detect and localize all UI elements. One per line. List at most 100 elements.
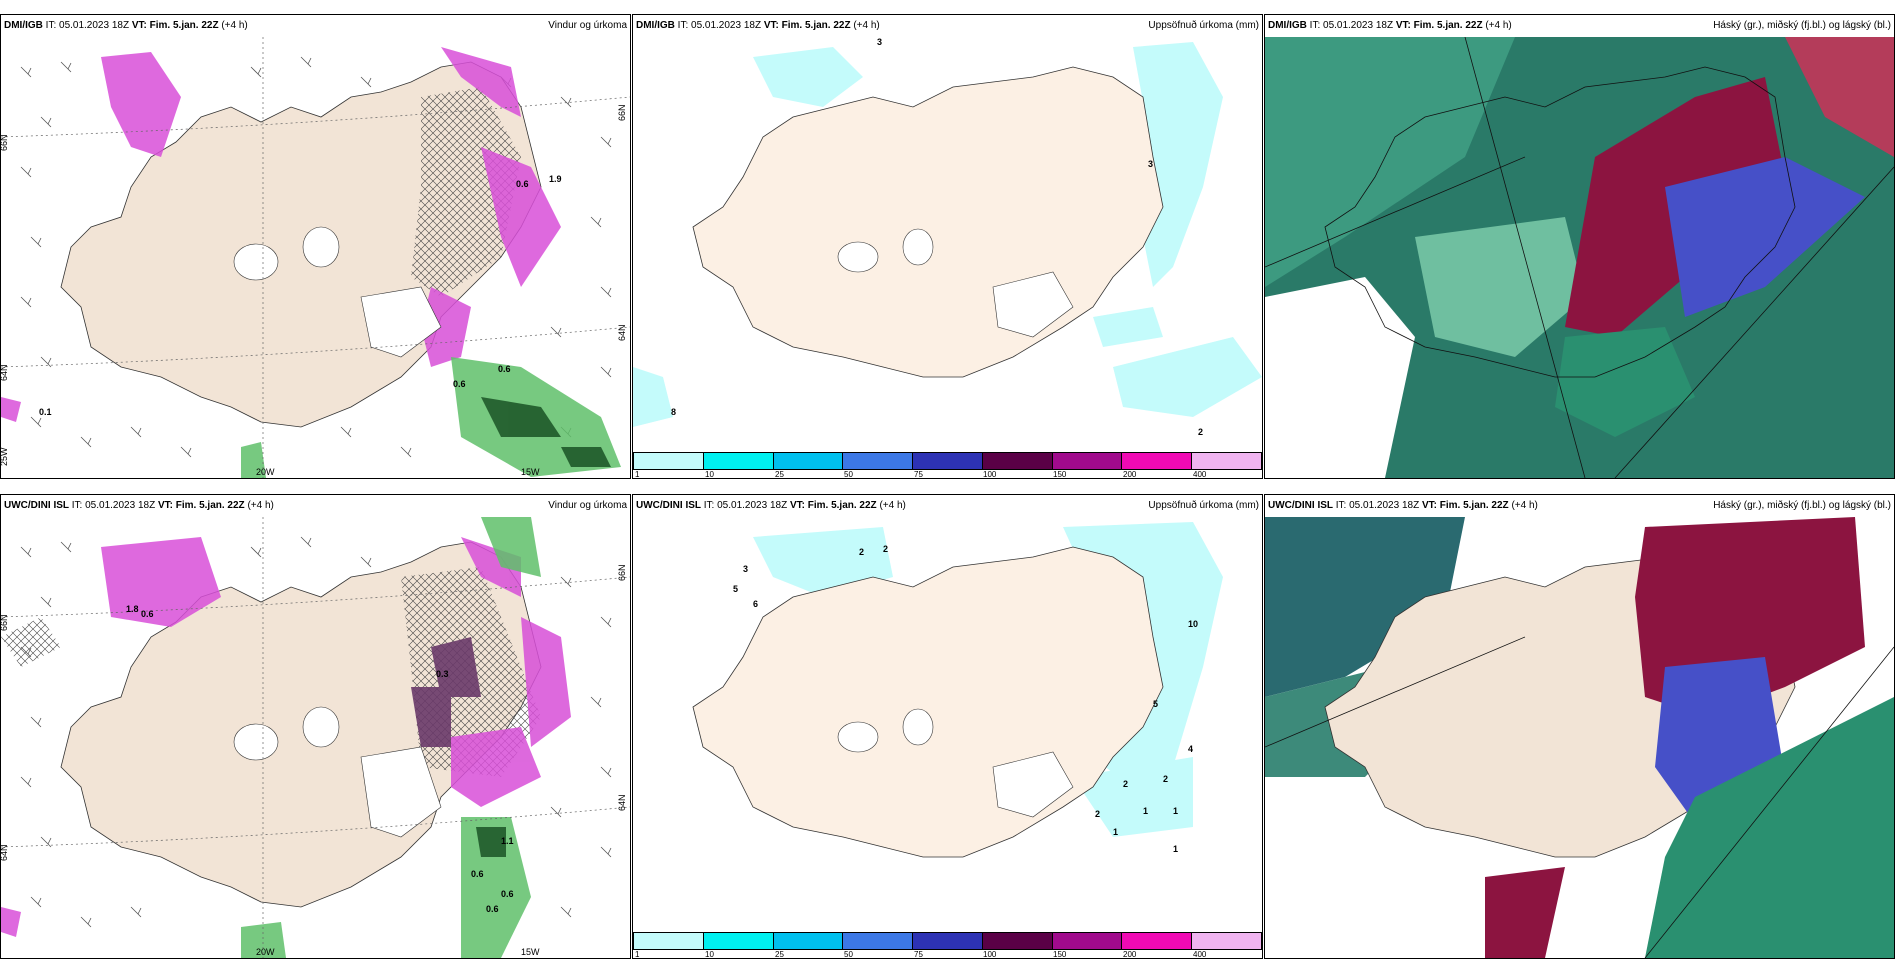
colorbar-tick: 150 — [1053, 470, 1067, 479]
wind-map: 66N 64N 20W 15W 66N 64N 1.8 0.6 0.3 1.1 … — [1, 517, 630, 958]
colorbar-tick: 10 — [705, 950, 714, 959]
valid-time: VT: Fim. 5.jan. 22Z — [157, 500, 245, 511]
init-time: IT: 05.01.2023 18Z — [703, 500, 788, 511]
precip-green — [241, 517, 541, 958]
colorbar-swatch — [1052, 933, 1123, 949]
value-label: 8 — [671, 407, 676, 417]
model-name: DMI/IGB — [636, 20, 675, 31]
colorbar-swatch — [1192, 453, 1262, 469]
colorbar-tick: 75 — [914, 470, 923, 479]
value-label: 0.1 — [39, 407, 52, 417]
panel-header: UWC/DINI ISL IT: 05.01.2023 18Z VT: Fim.… — [633, 495, 1262, 517]
colorbar-tick: 100 — [983, 470, 997, 479]
model-name: DMI/IGB — [4, 20, 43, 31]
lead-time: (+4 h) — [1485, 20, 1512, 31]
panel-header: DMI/IGB IT: 05.01.2023 18Z VT: Fim. 5.ja… — [1, 15, 630, 37]
value-label: 1.1 — [501, 836, 514, 846]
value-label: 1 — [1173, 806, 1178, 816]
valid-time: VT: Fim. 5.jan. 22Z — [1395, 20, 1483, 31]
colorbar-swatch — [773, 453, 844, 469]
colorbar-tick: 10 — [705, 470, 714, 479]
lead-time: (+4 h) — [247, 500, 274, 511]
lon-label: 15W — [521, 947, 540, 957]
hatched-area — [411, 87, 521, 297]
lead-time: (+4 h) — [1511, 500, 1538, 511]
value-label: 1.9 — [549, 174, 562, 184]
panel-title: Uppsöfnuð úrkoma (mm) — [1148, 500, 1259, 511]
colorbar-swatch — [773, 933, 844, 949]
valid-time: VT: Fim. 5.jan. 22Z — [1421, 500, 1509, 511]
value-label: 2 — [1095, 809, 1100, 819]
panel-header: UWC/DINI ISL IT: 05.01.2023 18Z VT: Fim.… — [1265, 495, 1894, 517]
value-label: 0.6 — [471, 869, 484, 879]
colorbar-tick: 400 — [1193, 470, 1207, 479]
value-label: 0.6 — [516, 179, 529, 189]
colorbar-swatch — [634, 453, 704, 469]
colorbar-swatch — [913, 453, 983, 469]
lat-label: 66N — [1, 614, 9, 631]
cloud-low — [1645, 697, 1894, 958]
colorbar-swatch — [1122, 933, 1193, 949]
panel-uwc-cloud: UWC/DINI ISL IT: 05.01.2023 18Z VT: Fim.… — [1264, 494, 1895, 959]
value-label: 3 — [743, 564, 748, 574]
colorbar-tick: 1 — [635, 950, 640, 959]
colorbar-swatch — [913, 933, 983, 949]
value-label: 1.8 — [126, 604, 139, 614]
colorbar-tick: 50 — [844, 470, 853, 479]
panel-dmi-accum: DMI/IGB IT: 05.01.2023 18Z VT: Fim. 5.ja… — [632, 14, 1263, 479]
colorbar-tick: 1 — [635, 470, 640, 479]
valid-time: VT: Fim. 5.jan. 22Z — [763, 20, 851, 31]
colorbar-swatch — [843, 933, 914, 949]
lon-label: 15W — [521, 467, 540, 477]
value-label: 6 — [753, 599, 758, 609]
panel-uwc-wind: UWC/DINI ISL IT: 05.01.2023 18Z VT: Fim.… — [0, 494, 631, 959]
init-time: IT: 05.01.2023 18Z — [1335, 500, 1420, 511]
value-label: 1 — [1143, 806, 1148, 816]
colorbar-tick: 50 — [844, 950, 853, 959]
panel-title: Vindur og úrkoma — [548, 20, 627, 31]
panel-title: Vindur og úrkoma — [548, 500, 627, 511]
lon-label: 25W — [1, 447, 9, 466]
accum-map: 3 3 8 2 — [633, 37, 1262, 450]
lat-label: 64N — [617, 324, 627, 341]
panel-header: DMI/IGB IT: 05.01.2023 18Z VT: Fim. 5.ja… — [633, 15, 1262, 37]
colorbar-swatch — [1192, 933, 1262, 949]
cloud-map — [1265, 517, 1894, 958]
init-time: IT: 05.01.2023 18Z — [71, 500, 156, 511]
init-time: IT: 05.01.2023 18Z — [45, 20, 130, 31]
panel-uwc-accum: UWC/DINI ISL IT: 05.01.2023 18Z VT: Fim.… — [632, 494, 1263, 959]
value-label: 2 — [1198, 427, 1203, 437]
colorbar-tick: 75 — [914, 950, 923, 959]
value-label: 0.6 — [486, 904, 499, 914]
value-label: 4 — [1188, 744, 1193, 754]
colorbar-tick: 25 — [775, 470, 784, 479]
colorbar: 1 10 25 50 75 100 150 200 400 — [633, 450, 1262, 478]
colorbar-swatch — [703, 453, 774, 469]
init-time: IT: 05.01.2023 18Z — [1309, 20, 1394, 31]
init-time: IT: 05.01.2023 18Z — [677, 20, 762, 31]
wind-barbs — [20, 536, 612, 928]
colorbar-tick: 200 — [1123, 470, 1137, 479]
colorbar-swatch — [634, 933, 704, 949]
lead-time: (+4 h) — [879, 500, 906, 511]
colorbar-swatch — [1052, 453, 1123, 469]
value-label: 0.6 — [453, 379, 466, 389]
value-label: 0.6 — [141, 609, 154, 619]
value-label: 3 — [877, 37, 882, 47]
panel-dmi-cloud: DMI/IGB IT: 05.01.2023 18Z VT: Fim. 5.ja… — [1264, 14, 1895, 479]
model-name: DMI/IGB — [1268, 20, 1307, 31]
lat-label: 64N — [1, 364, 9, 381]
colorbar-tick: 150 — [1053, 950, 1067, 959]
accum-map: 2 2 3 5 6 10 5 4 2 2 1 1 1 1 2 — [633, 517, 1262, 930]
value-label: 0.3 — [436, 669, 449, 679]
panel-title: Háský (gr.), miðský (fj.bl.) og lágský (… — [1713, 500, 1891, 511]
value-label: 5 — [1153, 699, 1158, 709]
colorbar-swatch — [703, 933, 774, 949]
lon-label: 20W — [256, 467, 275, 477]
model-name: UWC/DINI ISL — [636, 500, 701, 511]
value-label: 2 — [859, 547, 864, 557]
lat-label: 64N — [1, 844, 9, 861]
colorbar: 1 10 25 50 75 100 150 200 400 — [633, 930, 1262, 958]
value-label: 0.6 — [501, 889, 514, 899]
wind-barbs — [20, 56, 612, 458]
